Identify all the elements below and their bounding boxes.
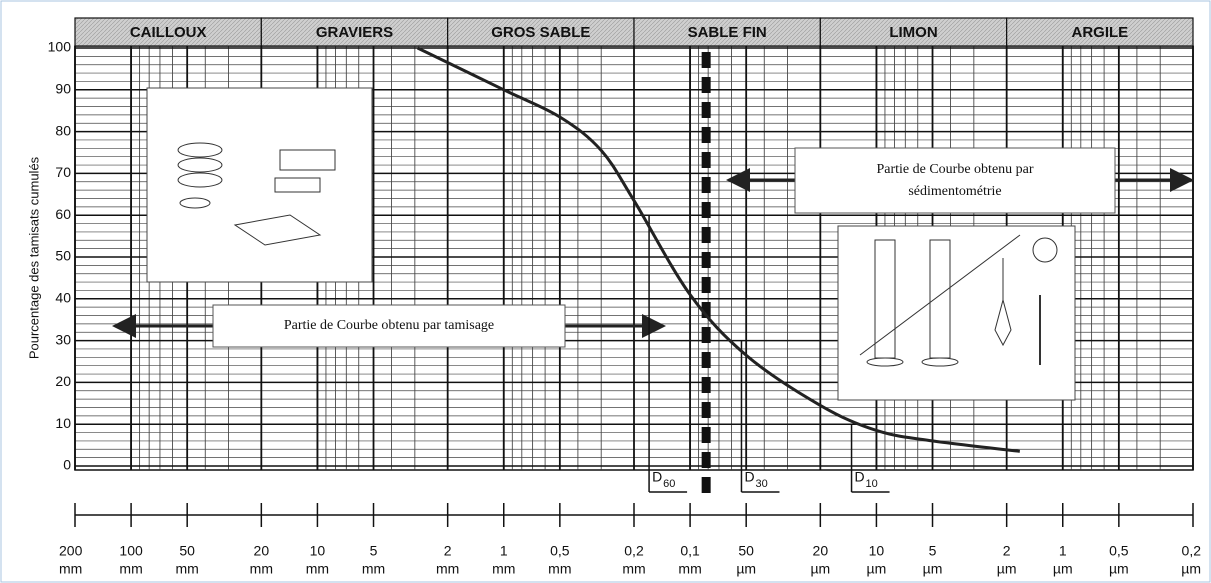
zone-label: GRAVIERS (316, 24, 393, 41)
diameter-letter: D (744, 469, 754, 485)
x-tick-label: 0,5 (1109, 543, 1129, 559)
diameter-letter: D (652, 469, 662, 485)
x-tick-unit: µm (1181, 561, 1201, 577)
y-tick-label: 60 (55, 206, 71, 222)
diameter-letter: D (855, 469, 865, 485)
cylinder-base (866, 357, 904, 367)
weights (274, 177, 321, 193)
stopwatch (1032, 237, 1058, 263)
x-tick-unit: µm (1109, 561, 1129, 577)
x-tick-unit: mm (176, 561, 199, 577)
x-tick-unit: mm (362, 561, 385, 577)
diameter-subscript: 10 (866, 478, 878, 490)
balance (279, 149, 336, 171)
annotation-text: Partie de Courbe obtenu par tamisage (284, 318, 494, 333)
x-tick-label: 20 (254, 543, 270, 559)
diameter-subscript: 30 (755, 478, 767, 490)
y-tick-label: 50 (55, 248, 71, 264)
zone-band (633, 17, 821, 47)
cylinder-base (921, 357, 959, 367)
x-tick-unit: mm (436, 561, 459, 577)
x-tick-label: 10 (869, 543, 885, 559)
diameter-subscript: 60 (663, 478, 675, 490)
zone-label: ARGILE (1071, 24, 1128, 41)
illustration-sedimentometry (837, 225, 1076, 401)
x-tick-label: 0,2 (1182, 543, 1202, 559)
x-tick-unit: µm (810, 561, 830, 577)
x-tick-label: 5 (929, 543, 937, 559)
y-tick-label: 20 (55, 373, 71, 389)
x-tick-label: 1 (1059, 543, 1067, 559)
x-tick-label: 50 (738, 543, 754, 559)
annotation-sedimentometry: Partie de Courbe obtenu par sédimentométr… (726, 147, 1194, 214)
x-tick-unit: µm (997, 561, 1017, 577)
zone-band (447, 17, 635, 47)
x-tick-unit: µm (1053, 561, 1073, 577)
zone-label: SABLE FIN (688, 24, 767, 41)
y-tick-label: 30 (55, 331, 71, 347)
annotation-text: Partie de Courbe obtenu par (876, 162, 1033, 177)
x-tick-unit: mm (119, 561, 142, 577)
stirrer (859, 234, 1021, 356)
x-tick-label: 100 (119, 543, 143, 559)
x-tick-label: 20 (813, 543, 829, 559)
sieve (177, 172, 223, 188)
illustration-frame (837, 225, 1076, 401)
x-tick-unit: mm (548, 561, 571, 577)
x-tick-label: 50 (179, 543, 195, 559)
tray (233, 214, 322, 246)
y-tick-label: 40 (55, 290, 71, 306)
x-tick-label: 5 (370, 543, 378, 559)
sieve (177, 157, 223, 173)
illustration-frame (146, 87, 373, 283)
zone-band (260, 17, 449, 47)
x-tick-unit: mm (622, 561, 645, 577)
x-tick-unit: µm (736, 561, 756, 577)
x-tick-unit: µm (923, 561, 943, 577)
y-tick-label: 0 (63, 457, 71, 473)
x-tick-unit: mm (306, 561, 329, 577)
x-tick-unit: mm (250, 561, 273, 577)
annotation-sieving: Partie de Courbe obtenu par tamisage (112, 304, 666, 348)
x-tick-label: 0,2 (624, 543, 644, 559)
x-tick-unit: mm (678, 561, 701, 577)
x-tick-label: 2 (1003, 543, 1011, 559)
zone-label: GROS SABLE (491, 24, 590, 41)
y-tick-label: 90 (55, 81, 71, 97)
x-tick-unit: mm (59, 561, 82, 577)
curve (416, 46, 1020, 453)
zone-band (1006, 17, 1194, 47)
annotation-text: sédimentométrie (908, 184, 1001, 199)
y-tick-label: 100 (48, 39, 72, 55)
y-tick-label: 10 (55, 415, 71, 431)
dish (179, 197, 211, 209)
y-tick-label: 70 (55, 164, 71, 180)
zone-label: CAILLOUX (130, 24, 207, 41)
x-tick-label: 0,5 (550, 543, 570, 559)
x-tick-label: 200 (59, 543, 83, 559)
annotation-box (212, 304, 566, 348)
sieve (177, 142, 223, 158)
hydrometer (994, 258, 1012, 347)
illustration-sieving (146, 87, 373, 283)
x-tick-label: 10 (310, 543, 326, 559)
x-tick-label: 1 (500, 543, 508, 559)
x-tick-label: 0,1 (680, 543, 700, 559)
y-tick-label: 80 (55, 122, 71, 138)
zone-label: LIMON (889, 24, 937, 41)
y-axis-title: Pourcentage des tamisats cumulés (26, 156, 41, 359)
x-tick-label: 2 (444, 543, 452, 559)
zone-band (74, 17, 262, 47)
x-tick-unit: mm (492, 561, 515, 577)
x-tick-unit: µm (867, 561, 887, 577)
annotation-box (794, 147, 1116, 214)
